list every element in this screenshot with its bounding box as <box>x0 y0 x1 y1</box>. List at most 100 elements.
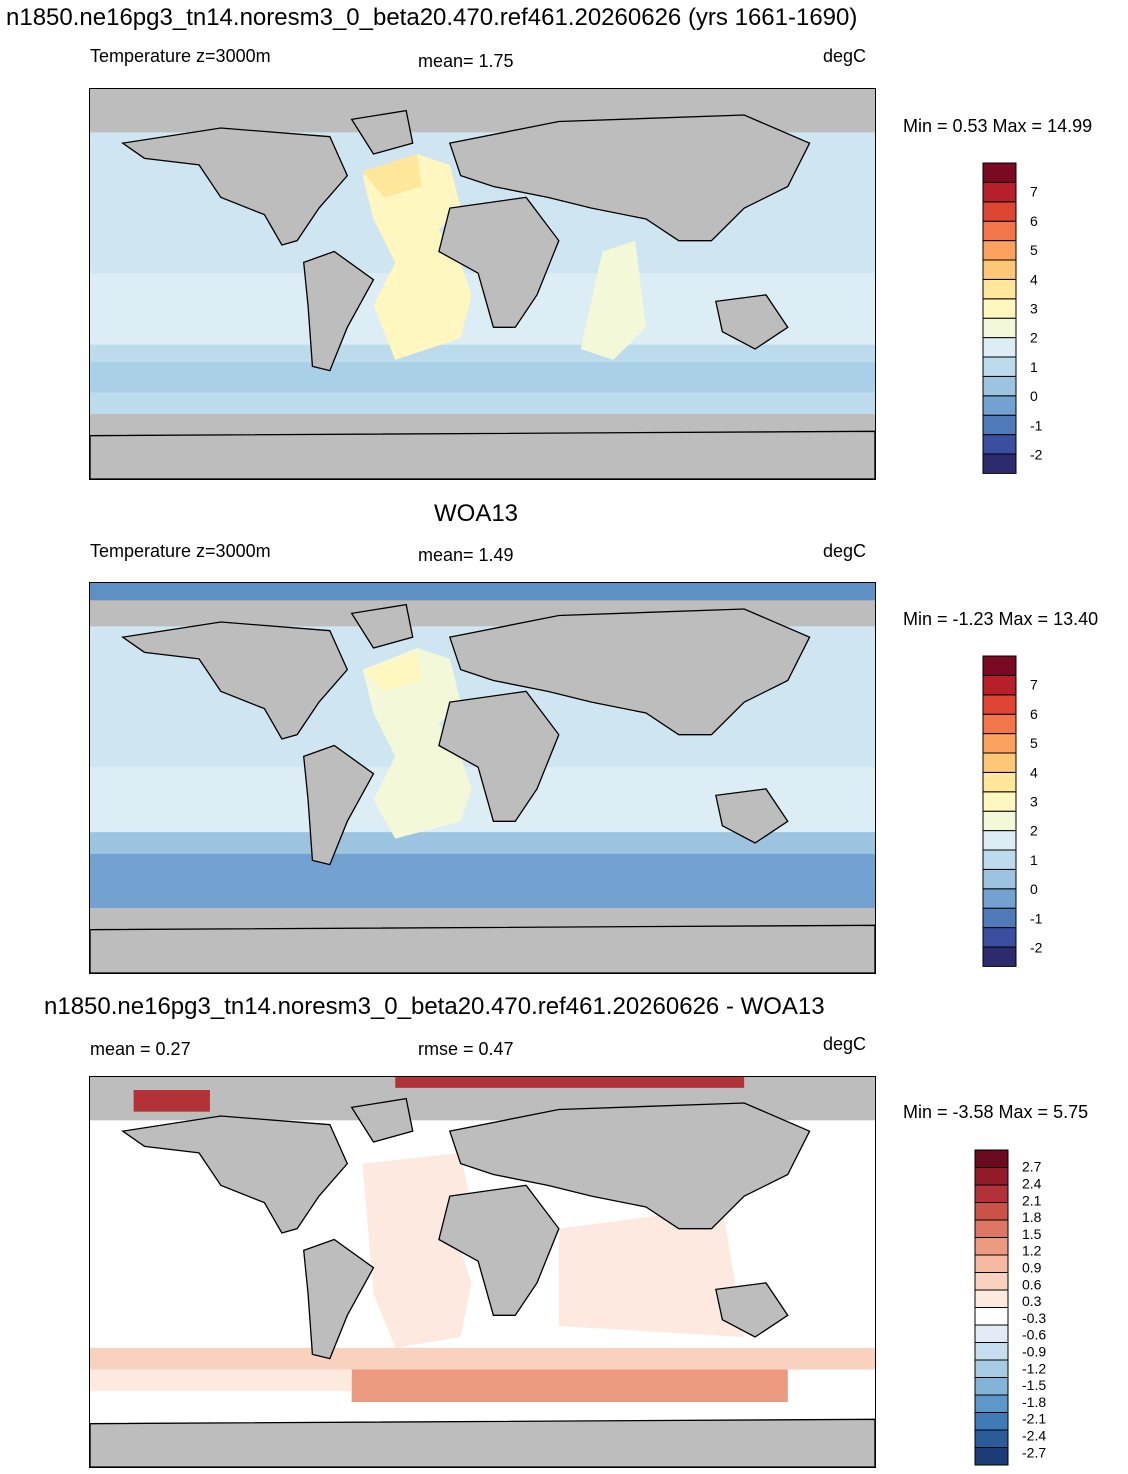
panel1-title: n1850.ne16pg3_tn14.noresm3_0_beta20.470.… <box>6 4 858 31</box>
panel1-minmax-label: Min = 0.53 Max = 14.99 <box>903 116 1093 136</box>
north-america-shape <box>121 621 349 740</box>
colorbar-swatch <box>982 830 1017 851</box>
colorbar-tick-label: 4 <box>1030 764 1038 780</box>
colorbar-swatch <box>974 1219 1009 1238</box>
panel1-colorbar: 7 6 5 4 3 2 1 0 -1 -2 <box>982 162 1063 474</box>
colorbar-tick-label: -2.4 <box>1022 1428 1046 1444</box>
colorbar-tick-label: 6 <box>1030 213 1038 229</box>
south-america-shape <box>302 744 375 866</box>
colorbar-swatch <box>982 453 1017 474</box>
panel2-mean-label: mean= 1.49 <box>418 545 514 565</box>
colorbar-swatch <box>974 1377 1009 1396</box>
colorbar-tick-label: -2 <box>1030 940 1043 956</box>
colorbar-swatch <box>974 1324 1009 1343</box>
colorbar-swatch <box>974 1202 1009 1221</box>
colorbar-swatch <box>982 655 1017 676</box>
panel1-variable-label: Temperature z=3000m <box>90 46 271 66</box>
panel1-mean-label: mean= 1.75 <box>418 51 514 71</box>
colorbar-swatch <box>982 240 1017 261</box>
colorbar-swatch <box>982 356 1017 377</box>
colorbar-swatch <box>982 907 1017 929</box>
eurasia-shape <box>448 608 811 736</box>
africa-shape <box>438 196 560 328</box>
colorbar-tick-label: 7 <box>1030 184 1038 200</box>
panel2-title: WOA13 <box>434 500 519 527</box>
colorbar-swatch <box>974 1237 1009 1256</box>
colorbar-tick-label: 1 <box>1030 359 1038 375</box>
panel2-map <box>89 582 876 974</box>
colorbar-tick-label: 2 <box>1030 823 1038 839</box>
colorbar-swatch <box>974 1167 1009 1186</box>
panel3-colorbar-svg: 2.72.42.11.81.51.20.90.60.3-0.3-0.6-0.9-… <box>974 1149 1046 1466</box>
colorbar-swatch <box>982 375 1017 397</box>
colorbar-swatch <box>982 181 1017 203</box>
colorbar-tick-label: 5 <box>1030 735 1038 751</box>
greenland-shape <box>350 109 414 155</box>
colorbar-tick-label: -0.3 <box>1022 1310 1046 1326</box>
colorbar-swatch <box>982 868 1017 890</box>
colorbar-swatch <box>982 771 1017 793</box>
greenland-shape <box>350 603 414 649</box>
panel3-mean-label: mean = 0.27 <box>90 1039 191 1059</box>
antarctica-shape <box>90 1418 875 1467</box>
panel1-units-label: degC <box>823 46 867 66</box>
antarctica-shape <box>90 430 875 479</box>
north-america-shape <box>121 127 349 246</box>
colorbar-tick-label: 0 <box>1030 881 1038 897</box>
panel2-units-label: degC <box>823 541 867 561</box>
australia-shape <box>715 294 789 350</box>
panel1-colorbar-svg: 7 6 5 4 3 2 1 0 -1 -2 <box>982 162 1043 474</box>
australia-shape <box>715 1282 789 1338</box>
colorbar-tick-label: 0 <box>1030 388 1038 404</box>
colorbar-swatch <box>982 395 1017 416</box>
australia-shape <box>715 788 789 844</box>
colorbar-tick-label: 2.1 <box>1022 1192 1042 1208</box>
colorbar-tick-label: 1.2 <box>1022 1243 1042 1259</box>
panel3-rmse-label: rmse = 0.47 <box>418 1039 514 1059</box>
colorbar-swatch <box>982 888 1017 909</box>
colorbar-swatch <box>982 713 1017 735</box>
colorbar-tick-label: -1.8 <box>1022 1394 1046 1410</box>
colorbar-swatch <box>974 1254 1009 1273</box>
colorbar-swatch <box>982 927 1017 948</box>
colorbar-tick-label: 5 <box>1030 242 1038 258</box>
colorbar-tick-label: -2.1 <box>1022 1411 1046 1427</box>
south-america-shape <box>302 1238 375 1360</box>
panel3-title: n1850.ne16pg3_tn14.noresm3_0_beta20.470.… <box>44 993 825 1020</box>
panel3-colorbar: 2.7 2.4 2.1 1.8 1.5 1.2 0.9 0.6 0.3 -0.3 -0.6 -0.9-… <box>974 1149 1055 1470</box>
colorbar-swatch <box>982 849 1017 870</box>
colorbar-swatch <box>982 733 1017 754</box>
colorbar-tick-label: 2.4 <box>1022 1176 1042 1192</box>
colorbar-swatch <box>974 1342 1009 1361</box>
colorbar-swatch <box>974 1359 1009 1378</box>
colorbar-swatch <box>982 434 1017 455</box>
colorbar-tick-label: 3 <box>1030 301 1038 317</box>
colorbar-tick-label: 0.6 <box>1022 1276 1042 1292</box>
colorbar-swatch <box>974 1394 1009 1413</box>
colorbar-tick-label: -2.7 <box>1022 1444 1046 1460</box>
colorbar-swatch <box>982 220 1017 242</box>
south-america-shape <box>302 250 375 372</box>
colorbar-tick-label: 0.9 <box>1022 1260 1042 1276</box>
colorbar-swatch <box>982 752 1017 773</box>
colorbar-tick-label: -1.2 <box>1022 1360 1046 1376</box>
colorbar-swatch <box>982 791 1017 812</box>
north-america-shape <box>121 1115 349 1234</box>
colorbar-swatch <box>982 201 1017 222</box>
colorbar-tick-label: 1.5 <box>1022 1226 1042 1242</box>
colorbar-swatch <box>974 1149 1009 1168</box>
colorbar-tick-label: -1 <box>1030 910 1043 926</box>
colorbar-swatch <box>982 694 1017 715</box>
colorbar-tick-label: 1 <box>1030 852 1038 868</box>
africa-shape <box>438 1184 560 1316</box>
eurasia-shape <box>448 1102 811 1230</box>
colorbar-tick-label: -2 <box>1030 447 1043 463</box>
colorbar-tick-label: 0.3 <box>1022 1293 1042 1309</box>
panel1-map <box>89 88 876 480</box>
eurasia-shape <box>448 114 811 242</box>
panel2-colorbar: 7 6 5 4 3 2 1 0 -1 -2 <box>982 655 1063 967</box>
colorbar-swatch <box>982 317 1017 339</box>
colorbar-tick-label: 4 <box>1030 271 1038 287</box>
antarctica-shape <box>90 924 875 973</box>
colorbar-swatch <box>974 1429 1009 1448</box>
